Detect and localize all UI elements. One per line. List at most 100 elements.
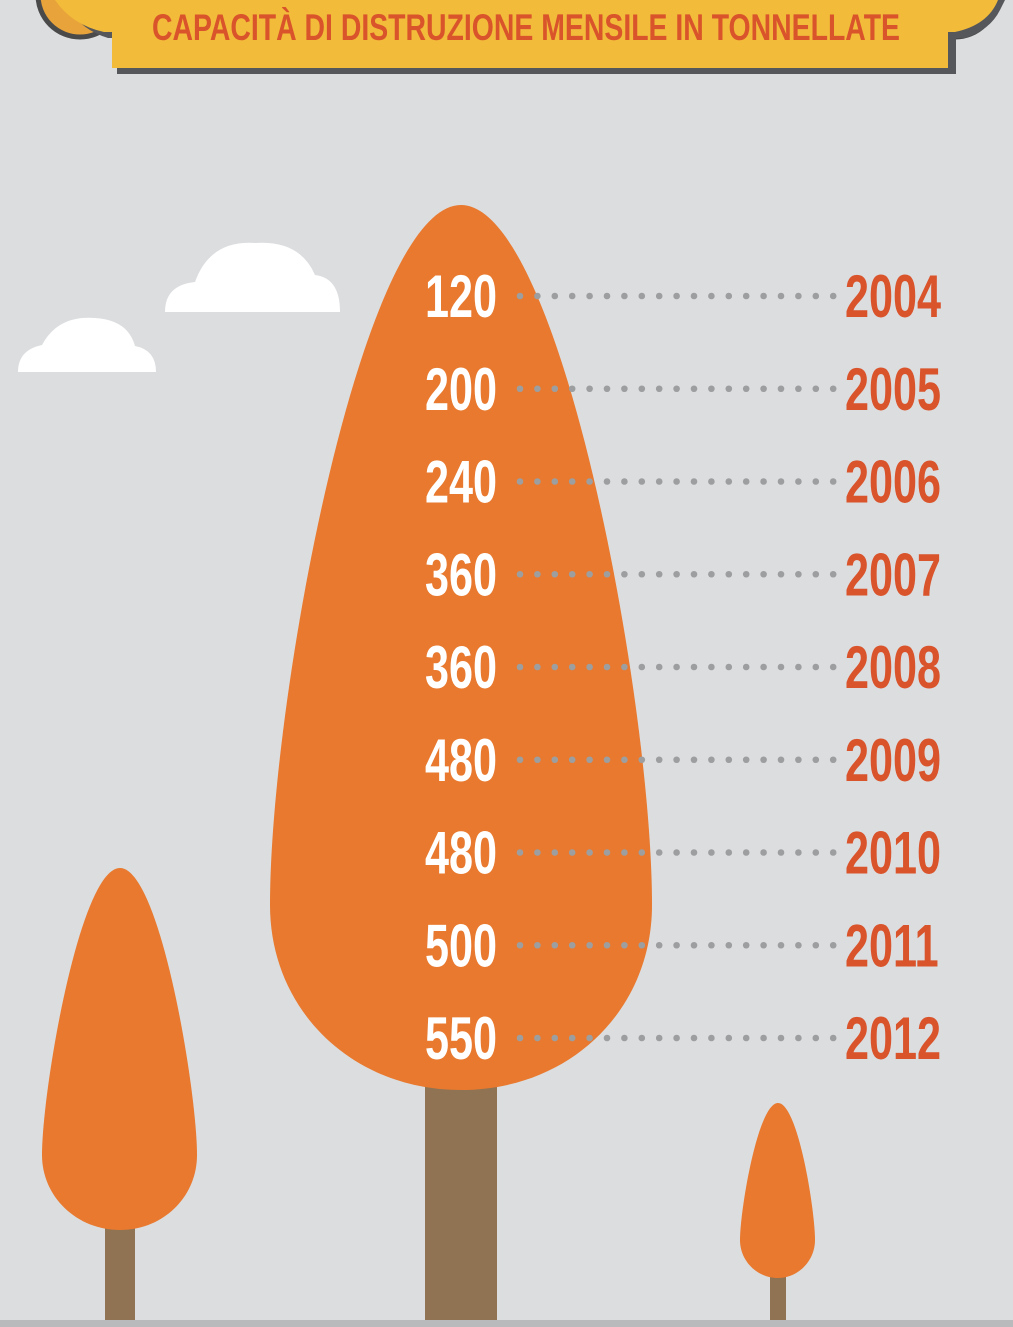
leader-dot: [743, 756, 750, 763]
leader-dot: [708, 664, 715, 671]
year: 2004: [845, 264, 941, 331]
value: 500: [425, 913, 497, 980]
leader-dot: [569, 942, 576, 949]
leader-dot: [604, 664, 611, 671]
leader-dot: [639, 1035, 646, 1042]
leader-dot: [534, 756, 541, 763]
leader-dot: [534, 571, 541, 578]
leader-dot: [639, 664, 646, 671]
leader-dot: [604, 478, 611, 485]
leader-dot: [656, 478, 663, 485]
leader-dot: [778, 385, 785, 392]
leader-dot: [743, 478, 750, 485]
leader-dot: [621, 571, 628, 578]
leader-dot: [639, 385, 646, 392]
infographic: CAPACITÀ DI DISTRUZIONE MENSILE IN TONNE…: [0, 0, 1013, 1327]
leader-dot: [778, 1035, 785, 1042]
value: 480: [425, 728, 497, 795]
leader-dot: [656, 756, 663, 763]
leader-dot: [795, 756, 802, 763]
leader-dot: [760, 385, 767, 392]
leader-dot: [830, 756, 837, 763]
leader-dot: [673, 942, 680, 949]
leader-dot: [673, 571, 680, 578]
leader-dot: [813, 385, 820, 392]
leader-dot: [691, 571, 698, 578]
leader-dot: [534, 849, 541, 856]
leader-dot: [621, 478, 628, 485]
leader-dot: [639, 942, 646, 949]
leader-dot: [813, 942, 820, 949]
leader-dot: [813, 478, 820, 485]
leader-dot: [569, 849, 576, 856]
leader-dot: [743, 1035, 750, 1042]
leader-dot: [639, 756, 646, 763]
tree-trunk: [425, 1080, 497, 1327]
leader-dot: [586, 664, 593, 671]
leader-dot: [726, 849, 733, 856]
leader-dot: [778, 942, 785, 949]
leader-dot: [517, 942, 524, 949]
leader-dot: [534, 1035, 541, 1042]
leader-dot: [673, 664, 680, 671]
leader-dot: [760, 756, 767, 763]
leader-dot: [656, 571, 663, 578]
leader-dot: [691, 478, 698, 485]
tree-trunk: [105, 1220, 135, 1327]
year: 2005: [845, 357, 941, 424]
leader-dot: [569, 1035, 576, 1042]
leader-dot: [656, 1035, 663, 1042]
leader-dot: [656, 849, 663, 856]
leader-dot: [517, 571, 524, 578]
leader-dot: [743, 942, 750, 949]
leader-dot: [830, 1035, 837, 1042]
leader-dot: [586, 478, 593, 485]
leader-dot: [552, 1035, 559, 1042]
leader-dot: [621, 293, 628, 300]
leader-dot: [569, 571, 576, 578]
leader-dot: [726, 664, 733, 671]
leader-dot: [673, 478, 680, 485]
value: 120: [425, 264, 497, 331]
leader-dot: [726, 385, 733, 392]
leader-dot: [691, 385, 698, 392]
year: 2011: [845, 913, 939, 980]
leader-dot: [517, 756, 524, 763]
value: 480: [425, 821, 497, 888]
value: 200: [425, 357, 497, 424]
leader-dot: [552, 664, 559, 671]
leader-dot: [656, 942, 663, 949]
value: 360: [425, 542, 497, 609]
leader-dot: [656, 293, 663, 300]
leader-dot: [569, 478, 576, 485]
leader-dot: [708, 293, 715, 300]
title: CAPACITÀ DI DISTRUZIONE MENSILE IN TONNE…: [152, 7, 900, 48]
leader-dot: [760, 849, 767, 856]
leader-dot: [830, 849, 837, 856]
leader-dot: [552, 478, 559, 485]
leader-dot: [708, 756, 715, 763]
page: CAPACITÀ DI DISTRUZIONE MENSILE IN TONNE…: [0, 0, 1013, 1327]
leader-dot: [534, 478, 541, 485]
leader-dot: [726, 1035, 733, 1042]
leader-dot: [586, 385, 593, 392]
leader-dot: [830, 942, 837, 949]
leader-dot: [778, 664, 785, 671]
leader-dot: [743, 385, 750, 392]
leader-dot: [760, 1035, 767, 1042]
leader-dot: [830, 385, 837, 392]
leader-dot: [534, 664, 541, 671]
year: 2007: [845, 542, 941, 609]
leader-dot: [534, 385, 541, 392]
leader-dot: [726, 293, 733, 300]
leader-dot: [813, 664, 820, 671]
leader-dot: [517, 664, 524, 671]
year: 2006: [845, 450, 941, 517]
leader-dot: [760, 942, 767, 949]
leader-dot: [552, 756, 559, 763]
leader-dot: [552, 849, 559, 856]
leader-dot: [673, 756, 680, 763]
year: 2009: [845, 728, 941, 795]
leader-dot: [517, 293, 524, 300]
leader-dot: [778, 756, 785, 763]
